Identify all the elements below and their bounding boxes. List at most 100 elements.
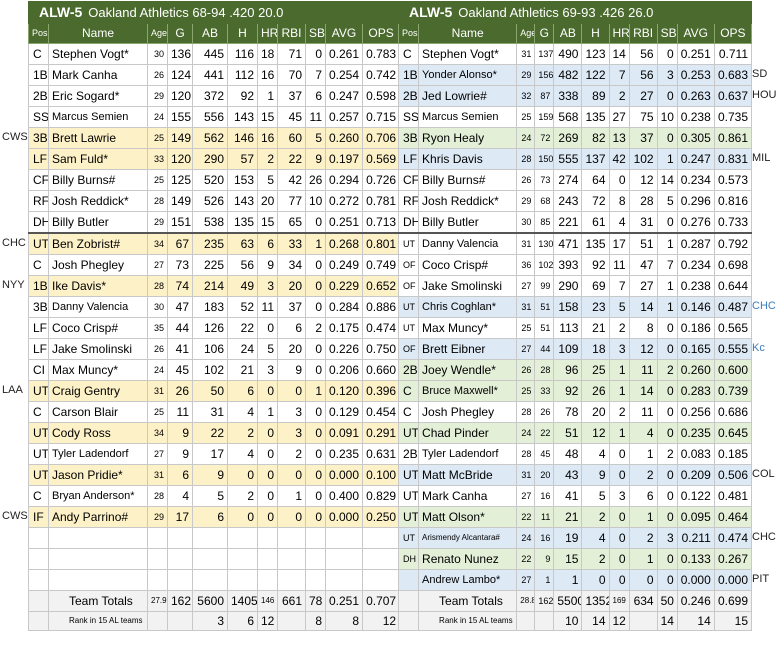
right-rank-hr: 12 — [608, 611, 630, 631]
right-cell-pos: 2B — [397, 85, 420, 107]
right-cell-avg: 0.083 — [676, 443, 715, 465]
left-cell-g: 149 — [167, 190, 193, 212]
left-cell-age: 24 — [147, 106, 168, 128]
left-cell-name: Mark Canha — [48, 64, 148, 86]
right-cell-ops: 0.565 — [713, 317, 753, 339]
left-cell-h: 4 — [227, 401, 258, 423]
left-rank-hr: 12 — [257, 611, 278, 631]
left-team-acquired-label: CWS — [2, 131, 28, 143]
right-player-row: C Stephen Vogt* 31 137 490 123 14 56 0 0.251 0.711 — [397, 43, 753, 65]
left-cell-hr: 11 — [257, 296, 278, 318]
right-header-g: G — [534, 23, 555, 44]
left-cell-g: 120 — [167, 85, 193, 107]
left-player-row: 1B Ike Davis* 28 74 214 49 3 20 0 0.229 0.652 — [28, 275, 401, 297]
right-cell-ops: 0.698 — [713, 254, 753, 276]
left-cell-sb: 0 — [305, 464, 326, 486]
left-cell-ops: 0.713 — [361, 211, 401, 234]
right-cell-hr: 42 — [608, 148, 630, 170]
left-totals-label: Team Totals — [48, 590, 148, 612]
left-cell-sb: 26 — [305, 169, 326, 191]
left-cell-pos: RF — [28, 190, 49, 212]
left-cell-avg: 0.251 — [325, 211, 363, 234]
right-cell-name: Brett Eibner — [418, 338, 518, 360]
left-player-row: C Josh Phegley 27 73 225 56 9 34 0 0.249 0.749 — [28, 254, 401, 276]
left-rank-age — [147, 611, 168, 631]
right-cell-age: 29 — [516, 190, 536, 212]
right-rank-age — [516, 611, 536, 631]
right-cell-sb: 3 — [656, 64, 678, 86]
left-team-acquired-label: CHC — [2, 237, 26, 249]
left-player-row: CI Max Muncy* 24 45 102 21 3 9 0 0.206 0.660 — [28, 359, 401, 381]
left-cell-ab: 445 — [192, 43, 228, 65]
right-cell-g: 87 — [534, 85, 555, 107]
right-cell-age: 25 — [516, 106, 536, 128]
right-cell-hr: 7 — [608, 275, 630, 297]
right-cell-hr: 3 — [608, 338, 630, 360]
right-cell-sb: 0 — [656, 317, 678, 339]
left-cell-ops: 0.715 — [361, 106, 401, 128]
left-cell-ab: 102 — [192, 359, 228, 381]
left-cell-hr: 1 — [257, 401, 278, 423]
left-empty-cell — [305, 569, 326, 591]
left-team-record: Oakland Athletics 68-94 .420 20.0 — [88, 5, 284, 20]
left-cell-rbi: 37 — [277, 85, 306, 107]
left-player-row: C Stephen Vogt* 30 136 445 116 18 71 0 0.261 0.783 — [28, 43, 401, 65]
right-player-row: Andrew Lambo* 27 1 1 0 0 0 0 0.000 0.000 — [397, 569, 753, 591]
left-cell-rbi: 6 — [277, 317, 306, 339]
left-team-acquired-label: NYY — [2, 279, 25, 291]
left-cell-name: Josh Phegley — [48, 254, 148, 276]
right-cell-hr: 1 — [608, 422, 630, 444]
left-cell-sb: 0 — [305, 485, 326, 507]
right-player-row: OF Brett Eibner 27 44 109 18 3 12 0 0.165 0.555 — [397, 338, 753, 360]
right-cell-ops: 0.637 — [713, 85, 753, 107]
right-player-row: LF Khris Davis 28 150 555 137 42 102 1 0.247 0.831 — [397, 148, 753, 170]
right-cell-avg: 0.234 — [676, 169, 715, 191]
right-cell-name: Ryon Healy — [418, 127, 518, 149]
right-cell-avg: 0.253 — [676, 64, 715, 86]
left-cell-ab: 562 — [192, 127, 228, 149]
right-rank-g — [534, 611, 555, 631]
right-player-row: C Josh Phegley 28 26 78 20 2 11 0 0.256 0.686 — [397, 401, 753, 423]
left-player-row: C Bryan Anderson* 28 4 5 2 0 1 0 0.400 0.829 — [28, 485, 401, 507]
right-cell-hr: 13 — [608, 127, 630, 149]
right-cell-ab: 338 — [553, 85, 583, 107]
right-cell-sb: 5 — [656, 190, 678, 212]
left-cell-ops: 0.291 — [361, 422, 401, 444]
right-cell-hr: 0 — [608, 548, 630, 570]
left-cell-age: 31 — [147, 380, 168, 402]
left-cell-pos: SS — [28, 106, 49, 128]
left-cell-avg: 0.400 — [325, 485, 363, 507]
right-cell-pos — [397, 569, 420, 591]
left-cell-sb: 5 — [305, 127, 326, 149]
right-cell-name: Stephen Vogt* — [418, 43, 518, 65]
right-cell-pos: DH — [397, 548, 420, 570]
right-cell-g: 11 — [534, 506, 555, 528]
left-cell-pos: LF — [28, 317, 49, 339]
left-cell-age: 34 — [147, 422, 168, 444]
left-empty-cell — [48, 548, 148, 570]
right-cell-pos: C — [397, 43, 420, 65]
right-rank-ops: 15 — [713, 611, 753, 631]
right-header-h: H — [581, 23, 610, 44]
right-cell-h: 26 — [581, 380, 610, 402]
left-cell-hr: 16 — [257, 127, 278, 149]
left-cell-hr: 3 — [257, 275, 278, 297]
left-cell-ab: 5 — [192, 485, 228, 507]
left-rank-g — [167, 611, 193, 631]
left-header-hr: HR — [257, 23, 278, 44]
left-cell-ab: 214 — [192, 275, 228, 297]
right-cell-hr: 2 — [608, 85, 630, 107]
left-cell-pos: CI — [28, 359, 49, 381]
right-cell-pos: UT — [397, 527, 420, 549]
right-cell-avg: 0.238 — [676, 275, 715, 297]
right-cell-ops: 0.464 — [713, 506, 753, 528]
right-cell-name: Coco Crisp# — [418, 254, 518, 276]
right-cell-g: 85 — [534, 211, 555, 234]
left-header-rbi: RBI — [277, 23, 306, 44]
left-cell-age: 28 — [147, 190, 168, 212]
right-cell-hr: 0 — [608, 464, 630, 486]
right-roster-table: ALW-5 Oakland Athletics 69-93 .426 26.0 Po… — [397, 1, 753, 631]
left-cell-rbi: 3 — [277, 422, 306, 444]
right-team-acquired-label: SD — [752, 68, 768, 80]
right-cell-hr: 0 — [608, 169, 630, 191]
